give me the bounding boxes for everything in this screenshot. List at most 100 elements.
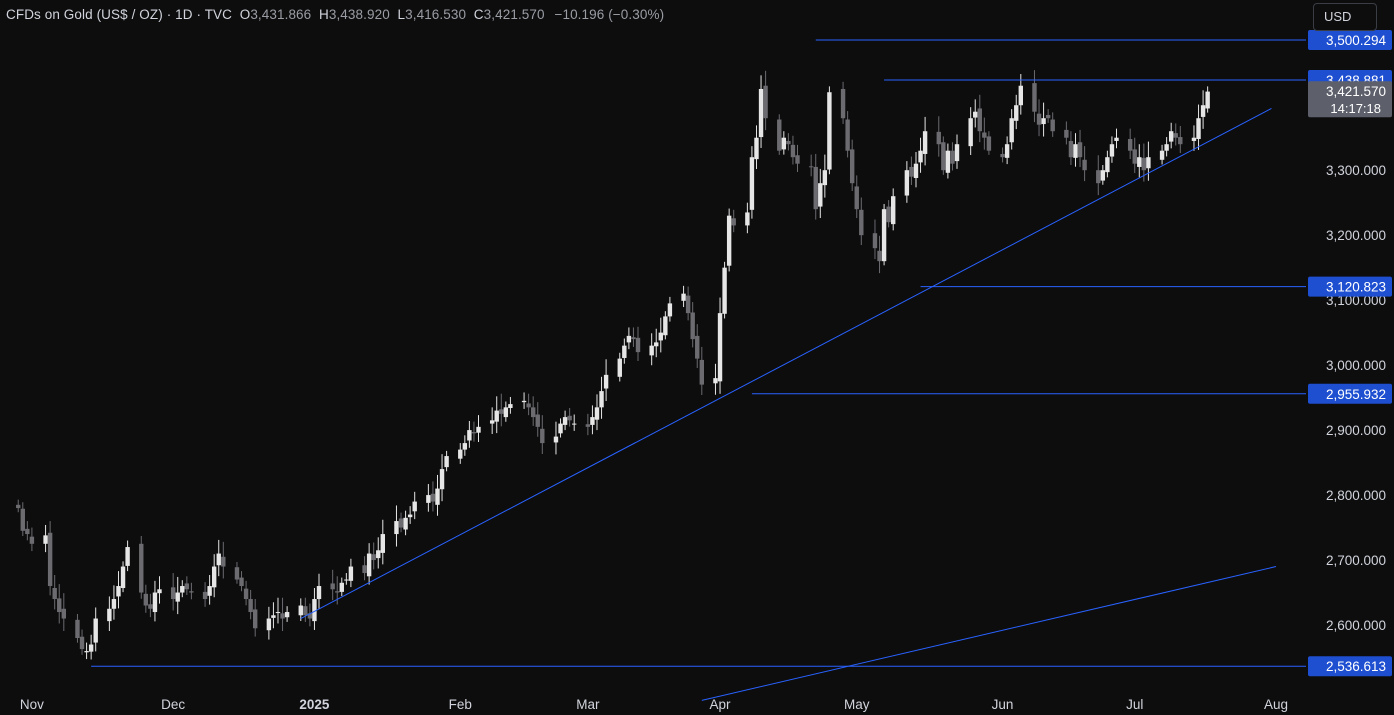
candle <box>649 333 654 366</box>
candle-body <box>458 449 463 459</box>
candle-body <box>954 144 960 162</box>
candle <box>1105 150 1110 178</box>
candle <box>1073 133 1078 167</box>
candle-body <box>1141 157 1147 171</box>
candle <box>781 131 787 155</box>
candle <box>726 208 732 272</box>
candle-body <box>594 407 600 420</box>
candle <box>25 521 30 541</box>
candle <box>1036 99 1042 137</box>
candle <box>872 219 878 260</box>
candle-body <box>494 410 499 422</box>
candle-body <box>1050 119 1055 132</box>
candle-body <box>667 303 673 317</box>
candle-body <box>685 295 691 314</box>
candle <box>558 418 563 438</box>
candle <box>526 393 531 416</box>
candle <box>376 537 381 569</box>
candle-body <box>822 170 828 186</box>
candle <box>439 454 445 502</box>
candle <box>849 139 855 191</box>
candle-body <box>412 501 417 512</box>
candle-body <box>47 532 53 587</box>
candle-body <box>499 409 504 414</box>
candle <box>1137 144 1142 178</box>
candle <box>84 642 89 660</box>
candle-body <box>818 183 823 207</box>
candle-body <box>913 163 919 178</box>
candle-body <box>840 88 846 119</box>
candle-body <box>626 335 632 343</box>
candle <box>1196 104 1201 150</box>
price-line-label-text: 3,500.294 <box>1326 33 1387 48</box>
time-axis[interactable]: Nov Dec 2025 Feb Mar Apr May Jun Jul Aug <box>20 697 1288 712</box>
candle-body <box>57 598 62 613</box>
candle-body <box>1041 118 1046 125</box>
candle <box>695 324 700 368</box>
candle-body <box>426 495 431 503</box>
currency-button[interactable]: USD <box>1313 3 1377 31</box>
candle <box>339 577 344 597</box>
candle-body <box>120 566 126 588</box>
candle-body <box>1077 142 1083 158</box>
candle <box>1146 141 1151 181</box>
candle-body <box>790 144 796 158</box>
candle <box>891 188 896 231</box>
candle-body <box>16 504 21 509</box>
candle-body <box>330 583 335 590</box>
candle-body <box>1073 144 1078 158</box>
candle <box>407 506 413 524</box>
candle-body <box>849 149 855 184</box>
candle <box>681 285 686 308</box>
candle-body <box>403 517 408 530</box>
candle <box>211 554 217 598</box>
candle <box>845 111 850 158</box>
candle-body <box>695 335 700 359</box>
candle <box>175 576 180 615</box>
separator: · <box>192 7 205 22</box>
price-axis[interactable]: 2,600.000 2,700.000 2,800.000 2,900.000 3,00… <box>1326 163 1386 633</box>
candle <box>298 598 303 621</box>
candle <box>818 168 823 219</box>
candle-body <box>1191 137 1197 141</box>
interval-label[interactable]: 1D <box>175 7 193 22</box>
price-line-label-bg <box>1308 656 1392 677</box>
candle-body <box>398 518 404 528</box>
time-tick-label: Feb <box>449 697 472 712</box>
candle-body <box>1173 133 1178 138</box>
candle-body <box>1009 118 1014 143</box>
candle <box>284 606 290 622</box>
candle-body <box>603 374 609 389</box>
candle <box>111 585 117 620</box>
candle-body <box>476 426 481 433</box>
trendline <box>701 566 1277 701</box>
candle-body <box>658 332 663 341</box>
candle-body <box>107 608 112 622</box>
candle <box>398 512 404 533</box>
candle <box>1018 74 1023 115</box>
candle-body <box>394 521 399 535</box>
candle-body <box>763 85 768 119</box>
candle-body <box>284 612 290 618</box>
candle <box>717 297 723 394</box>
candle-body <box>43 535 48 544</box>
symbol-name[interactable]: CFDs on Gold (US$ / OZ) <box>6 7 163 22</box>
source-label: TVC <box>204 7 232 22</box>
candle <box>535 402 540 437</box>
candle <box>913 152 919 188</box>
candle <box>307 603 313 627</box>
candle <box>16 499 21 513</box>
candle-body <box>572 423 577 425</box>
candle <box>658 317 663 353</box>
candle-body <box>266 618 272 631</box>
candle-body <box>253 609 258 629</box>
candle-body <box>1018 85 1023 106</box>
candle-body <box>88 644 94 652</box>
price-line-label-text: 2,536.613 <box>1326 659 1386 674</box>
candle <box>1032 70 1037 123</box>
candle-body <box>617 358 622 377</box>
candle <box>1132 137 1137 174</box>
candle-body <box>471 432 477 434</box>
candle <box>540 415 545 455</box>
